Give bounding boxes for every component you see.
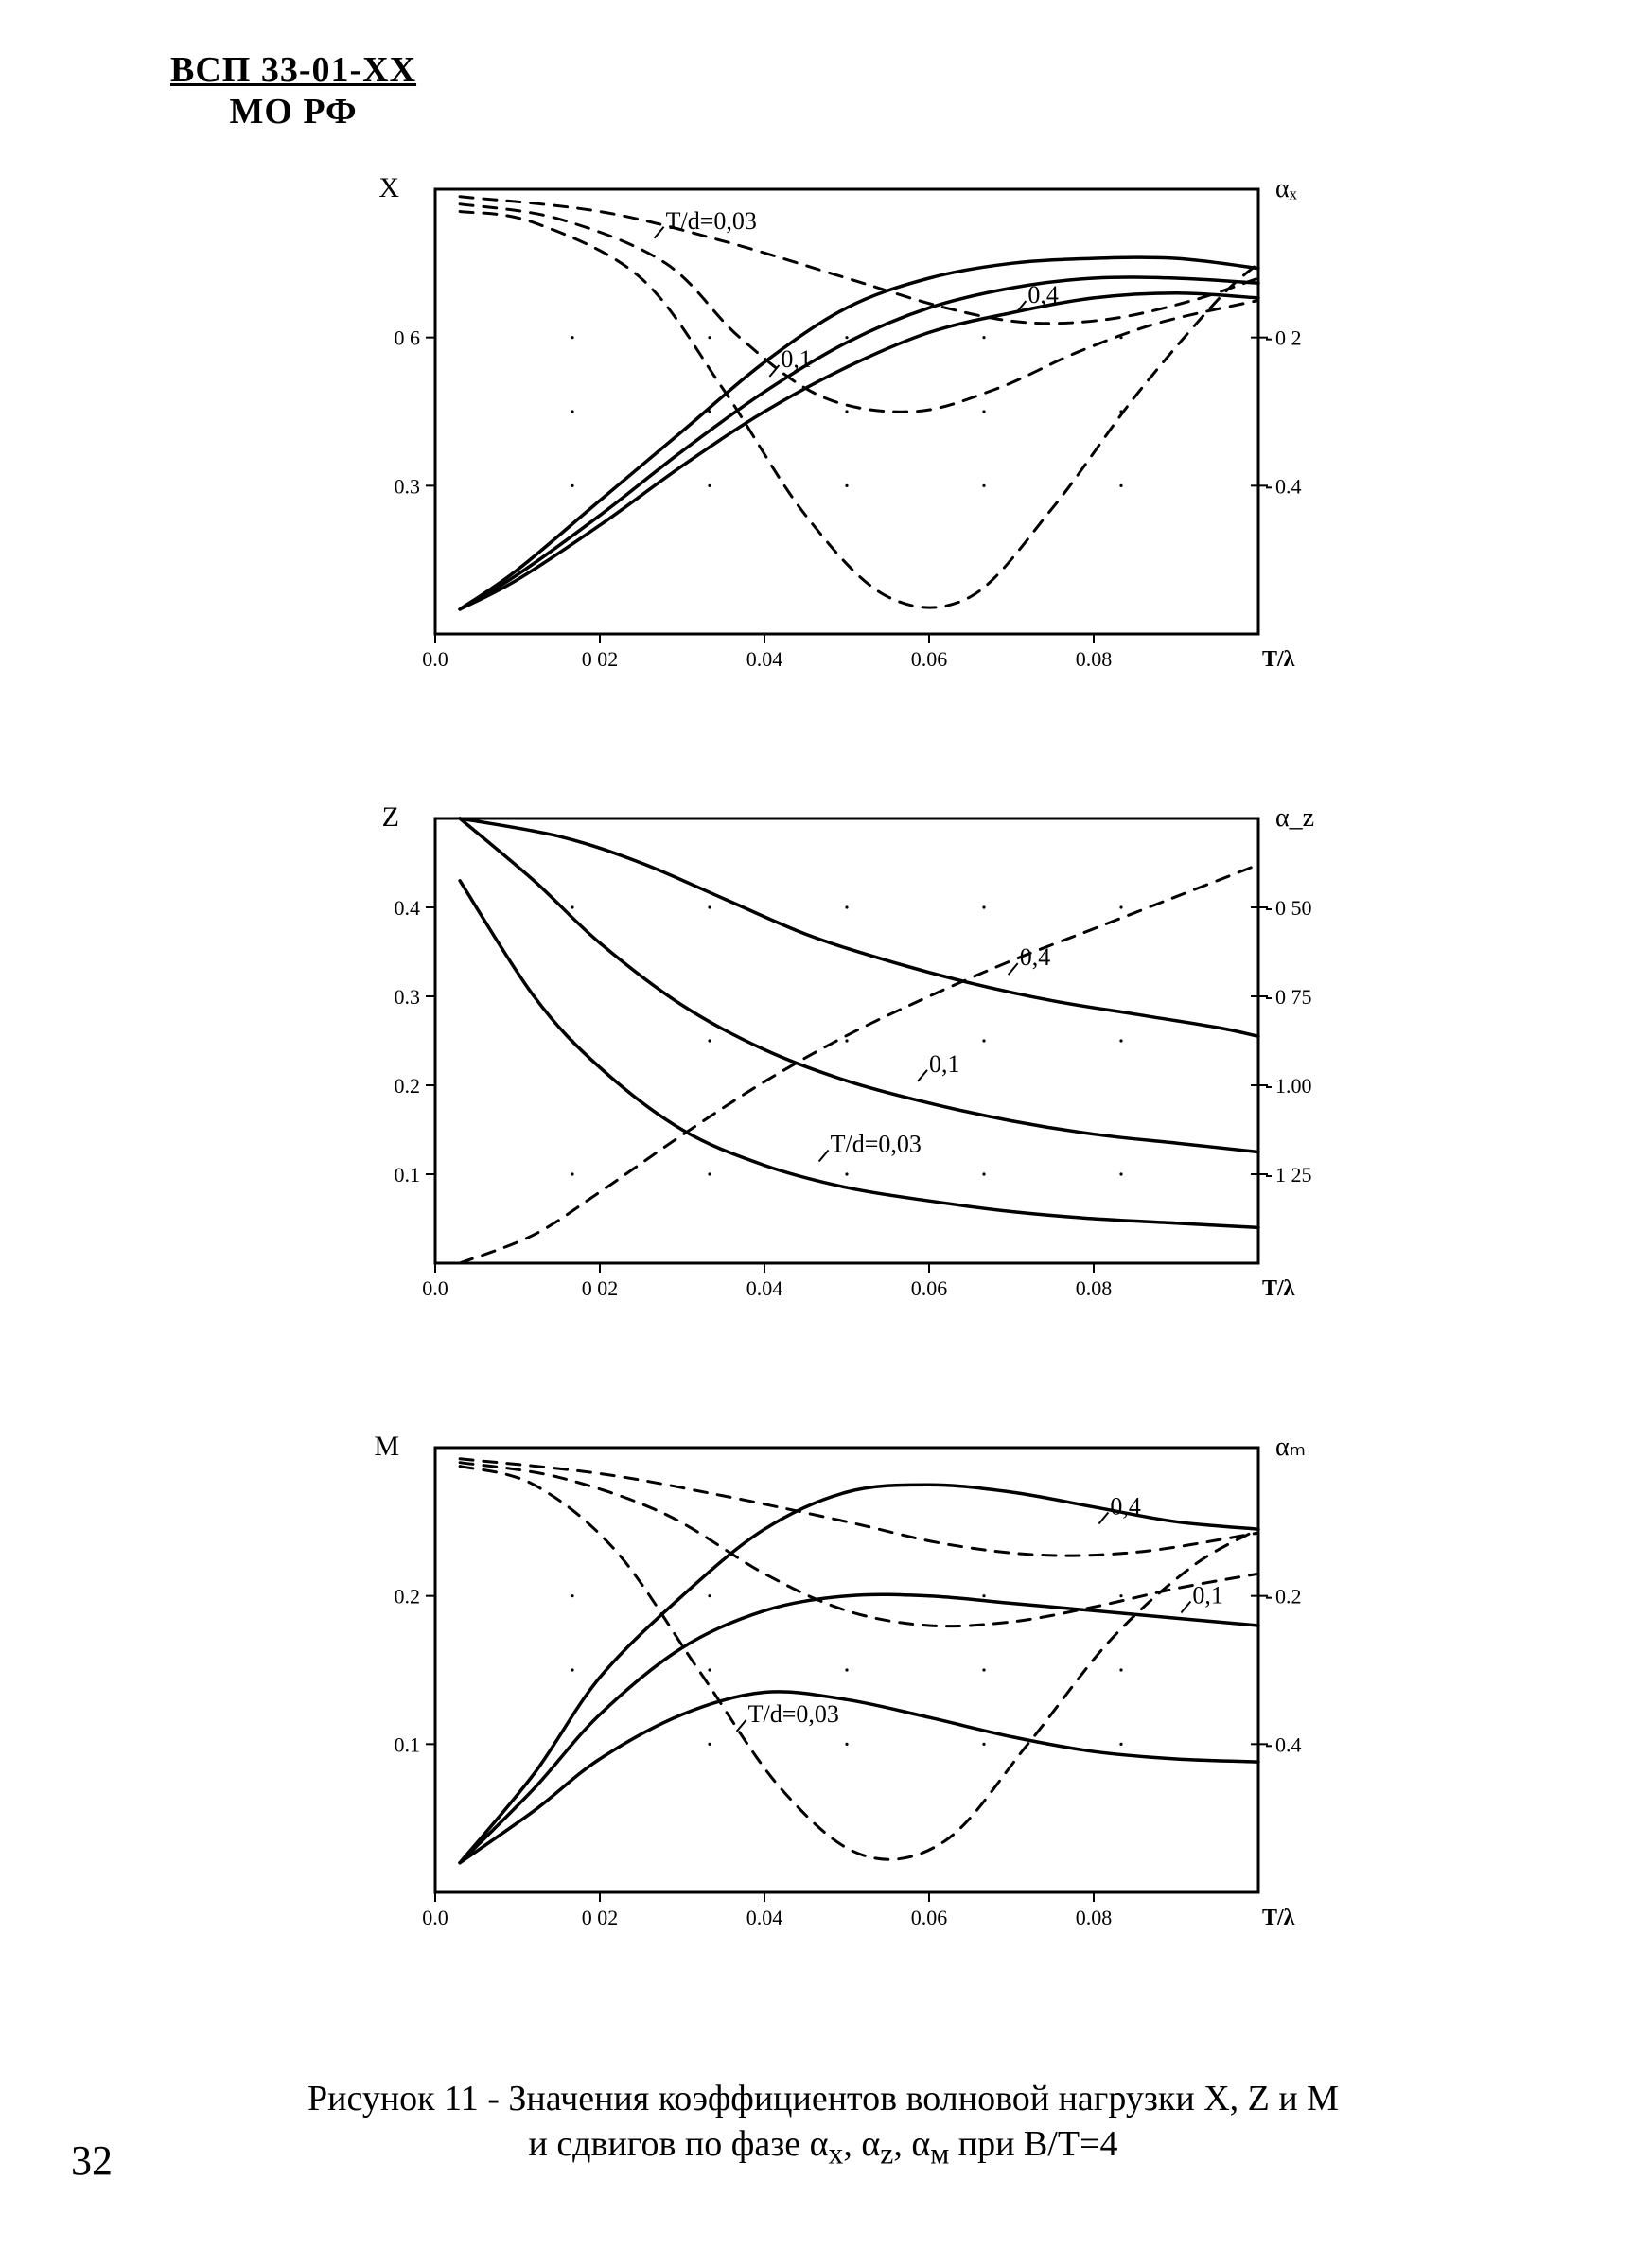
chart-m: 0.0 0 02 0.04 0.06 0.08 T/λ 0.1 0.2 0.2 0.4 Mαₘ T/d…	[331, 1419, 1325, 1968]
chart-x-slot: 0.0 0 02 0.04 0.06 0.08 T/λ 0.3 0 6 0 2 0.4 Xαₓ T/d…	[331, 161, 1325, 710]
svg-text:0.4: 0.4	[1275, 474, 1302, 498]
svg-text:1.00: 1.00	[1275, 1074, 1312, 1098]
svg-text:T/λ: T/λ	[1262, 1906, 1295, 1930]
svg-text:0.06: 0.06	[911, 1276, 948, 1300]
svg-text:0.0: 0.0	[422, 1276, 448, 1300]
svg-text:X: X	[378, 172, 399, 203]
svg-text:αₓ: αₓ	[1275, 174, 1298, 203]
svg-text:0.04: 0.04	[746, 1276, 783, 1300]
chart-x: 0.0 0 02 0.04 0.06 0.08 T/λ 0.3 0 6 0 2 0.4 Xαₓ T/d…	[331, 161, 1325, 710]
svg-text:M: M	[374, 1431, 399, 1462]
svg-text:0,4: 0,4	[1027, 281, 1059, 308]
svg-text:0.2: 0.2	[395, 1585, 421, 1609]
svg-text:0 75: 0 75	[1275, 985, 1312, 1009]
svg-text:0 02: 0 02	[582, 1276, 619, 1300]
doc-header: ВСП 33-01-XX МО РФ	[170, 50, 416, 132]
svg-text:0.0: 0.0	[422, 647, 448, 671]
caption-line-2: и сдвигов по фазе αx, αz, αм при B/T=4	[528, 2124, 1117, 2164]
svg-text:0.06: 0.06	[911, 647, 948, 671]
chart-z: 0.0 0 02 0.04 0.06 0.08 T/λ 0.1 0.2 0.3 0.4 0 50 0 …	[331, 790, 1325, 1339]
svg-text:0 2: 0 2	[1275, 326, 1302, 350]
svg-text:0.0: 0.0	[422, 1906, 448, 1929]
svg-text:T/d=0,03: T/d=0,03	[748, 1700, 839, 1728]
svg-text:0.2: 0.2	[395, 1074, 421, 1098]
svg-text:0.4: 0.4	[395, 896, 421, 920]
page-number: 32	[71, 2136, 113, 2185]
svg-text:α_z: α_z	[1275, 803, 1314, 833]
page: ВСП 33-01-XX МО РФ 0.0 0 02 0.04 0.06 0.08 T/…	[0, 0, 1651, 2268]
svg-text:T/d=0,03: T/d=0,03	[666, 207, 757, 235]
svg-text:0.06: 0.06	[911, 1906, 948, 1929]
svg-text:0.4: 0.4	[1275, 1732, 1302, 1756]
svg-text:0,1: 0,1	[929, 1050, 960, 1078]
svg-text:0.08: 0.08	[1076, 1276, 1113, 1300]
svg-text:0.1: 0.1	[395, 1163, 421, 1187]
svg-text:0.04: 0.04	[746, 647, 783, 671]
svg-text:0.2: 0.2	[1275, 1585, 1302, 1609]
svg-text:αₘ: αₘ	[1275, 1433, 1306, 1462]
caption-line-1: Рисунок 11 - Значения коэффициентов волн…	[307, 2079, 1339, 2119]
svg-text:0.08: 0.08	[1076, 647, 1113, 671]
svg-text:1 25: 1 25	[1275, 1163, 1312, 1187]
figure-caption: Рисунок 11 - Значения коэффициентов волн…	[161, 2077, 1485, 2172]
svg-text:T/λ: T/λ	[1262, 647, 1295, 672]
chart-m-slot: 0.0 0 02 0.04 0.06 0.08 T/λ 0.1 0.2 0.2 0.4 Mαₘ T/d…	[331, 1419, 1325, 1968]
svg-text:0 6: 0 6	[395, 326, 421, 350]
charts-column: 0.0 0 02 0.04 0.06 0.08 T/λ 0.3 0 6 0 2 0.4 Xαₓ T/d…	[331, 161, 1325, 2048]
svg-text:0 02: 0 02	[582, 647, 619, 671]
svg-text:0 02: 0 02	[582, 1906, 619, 1929]
svg-text:Z: Z	[382, 801, 399, 833]
svg-text:0,1: 0,1	[1192, 1582, 1223, 1609]
svg-text:T/λ: T/λ	[1262, 1276, 1295, 1301]
svg-text:0,4: 0,4	[1020, 943, 1051, 971]
svg-text:0 50: 0 50	[1275, 896, 1312, 920]
svg-text:T/d=0,03: T/d=0,03	[831, 1131, 922, 1158]
svg-text:0.1: 0.1	[395, 1732, 421, 1756]
svg-text:0,1: 0,1	[781, 345, 812, 373]
header-line-1: ВСП 33-01-XX	[170, 50, 416, 92]
svg-text:0,4: 0,4	[1110, 1493, 1141, 1521]
svg-text:0.3: 0.3	[395, 474, 421, 498]
svg-text:0.08: 0.08	[1076, 1906, 1113, 1929]
chart-z-slot: 0.0 0 02 0.04 0.06 0.08 T/λ 0.1 0.2 0.3 0.4 0 50 0 …	[331, 790, 1325, 1339]
svg-text:0.3: 0.3	[395, 985, 421, 1009]
header-line-2: МО РФ	[170, 92, 416, 133]
svg-text:0.04: 0.04	[746, 1906, 783, 1929]
